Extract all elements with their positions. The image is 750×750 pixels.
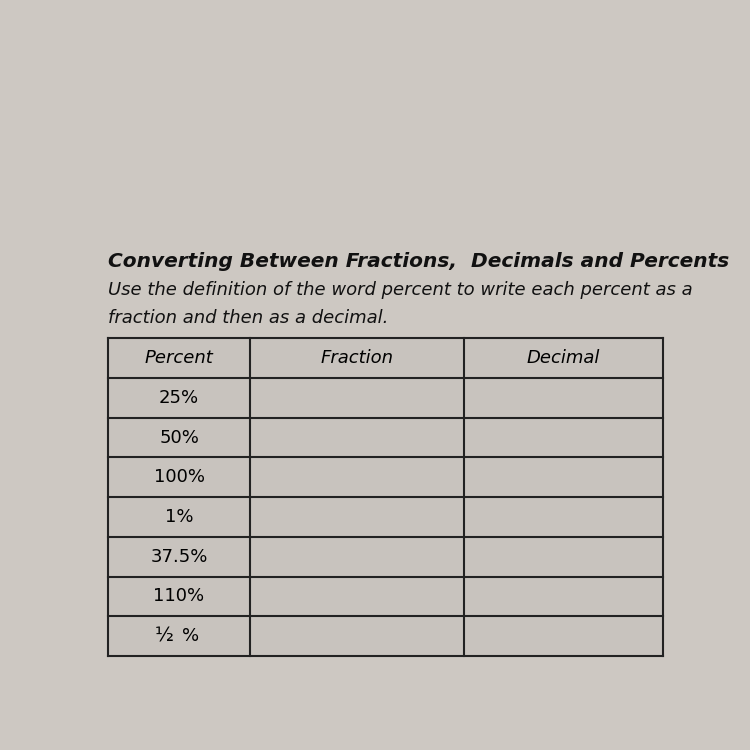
Text: 37.5%: 37.5% — [150, 548, 208, 566]
Text: 1%: 1% — [165, 508, 194, 526]
Text: Decimal: Decimal — [526, 350, 600, 368]
Text: 50%: 50% — [159, 428, 199, 446]
Text: 100%: 100% — [154, 468, 205, 486]
Text: Use the definition of the word percent to write each percent as a: Use the definition of the word percent t… — [108, 280, 693, 298]
Text: %: % — [182, 627, 199, 645]
Text: fraction and then as a decimal.: fraction and then as a decimal. — [108, 310, 388, 328]
Text: Converting Between Fractions,  Decimals and Percents: Converting Between Fractions, Decimals a… — [108, 252, 730, 271]
Bar — [108, 338, 663, 656]
Text: ½: ½ — [154, 626, 173, 646]
Text: Fraction: Fraction — [320, 350, 393, 368]
Text: Percent: Percent — [145, 350, 214, 368]
Text: 25%: 25% — [159, 389, 199, 407]
Text: 110%: 110% — [154, 587, 205, 605]
